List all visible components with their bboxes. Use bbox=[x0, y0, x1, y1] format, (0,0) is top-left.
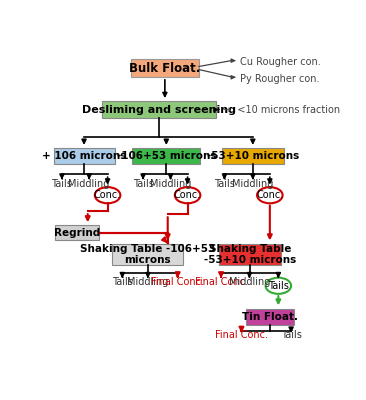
Text: Middling: Middling bbox=[150, 179, 191, 189]
Text: Py Rougher con.: Py Rougher con. bbox=[240, 74, 320, 84]
Text: Tails: Tails bbox=[112, 277, 133, 287]
Text: Middling: Middling bbox=[68, 179, 110, 189]
Text: Tails: Tails bbox=[214, 179, 235, 189]
Text: Tails: Tails bbox=[268, 281, 289, 291]
Text: Tails: Tails bbox=[52, 179, 72, 189]
Text: Final Conc.: Final Conc. bbox=[151, 277, 204, 287]
FancyBboxPatch shape bbox=[112, 244, 183, 265]
Text: Tails: Tails bbox=[132, 179, 153, 189]
FancyBboxPatch shape bbox=[246, 308, 294, 324]
Text: Conc.: Conc. bbox=[256, 190, 283, 200]
Text: Shaking Table -106+53
microns: Shaking Table -106+53 microns bbox=[80, 244, 216, 265]
Text: Bulk Float.: Bulk Float. bbox=[129, 62, 201, 74]
Text: -106+53 microns: -106+53 microns bbox=[116, 151, 216, 161]
Ellipse shape bbox=[175, 187, 200, 203]
FancyBboxPatch shape bbox=[132, 148, 200, 164]
FancyBboxPatch shape bbox=[131, 59, 199, 77]
Text: Regrind: Regrind bbox=[54, 228, 100, 238]
Ellipse shape bbox=[257, 187, 283, 203]
Text: Middling: Middling bbox=[232, 179, 273, 189]
Text: Cu Rougher con.: Cu Rougher con. bbox=[240, 57, 321, 67]
Text: Final Conc.: Final Conc. bbox=[215, 330, 268, 340]
Text: Middling: Middling bbox=[127, 277, 169, 287]
Text: Shaking Table
-53+10 microns: Shaking Table -53+10 microns bbox=[204, 244, 296, 265]
Text: Desliming and screening: Desliming and screening bbox=[82, 105, 236, 115]
FancyBboxPatch shape bbox=[102, 101, 216, 118]
Text: Middling: Middling bbox=[229, 277, 270, 287]
Text: →  <10 microns fraction: → <10 microns fraction bbox=[223, 105, 340, 115]
FancyBboxPatch shape bbox=[222, 148, 284, 164]
FancyBboxPatch shape bbox=[219, 244, 281, 265]
Ellipse shape bbox=[95, 187, 120, 203]
Ellipse shape bbox=[266, 278, 291, 294]
Text: Tails: Tails bbox=[281, 330, 302, 340]
Text: Conc.: Conc. bbox=[174, 190, 201, 200]
Text: + 106 microns: + 106 microns bbox=[42, 151, 126, 161]
Text: Conc.: Conc. bbox=[94, 190, 121, 200]
Text: -53+10 microns: -53+10 microns bbox=[207, 151, 299, 161]
Text: Final Conc.: Final Conc. bbox=[195, 277, 247, 287]
Text: Tin Float.: Tin Float. bbox=[242, 312, 298, 322]
FancyBboxPatch shape bbox=[55, 226, 99, 240]
FancyBboxPatch shape bbox=[53, 148, 115, 164]
